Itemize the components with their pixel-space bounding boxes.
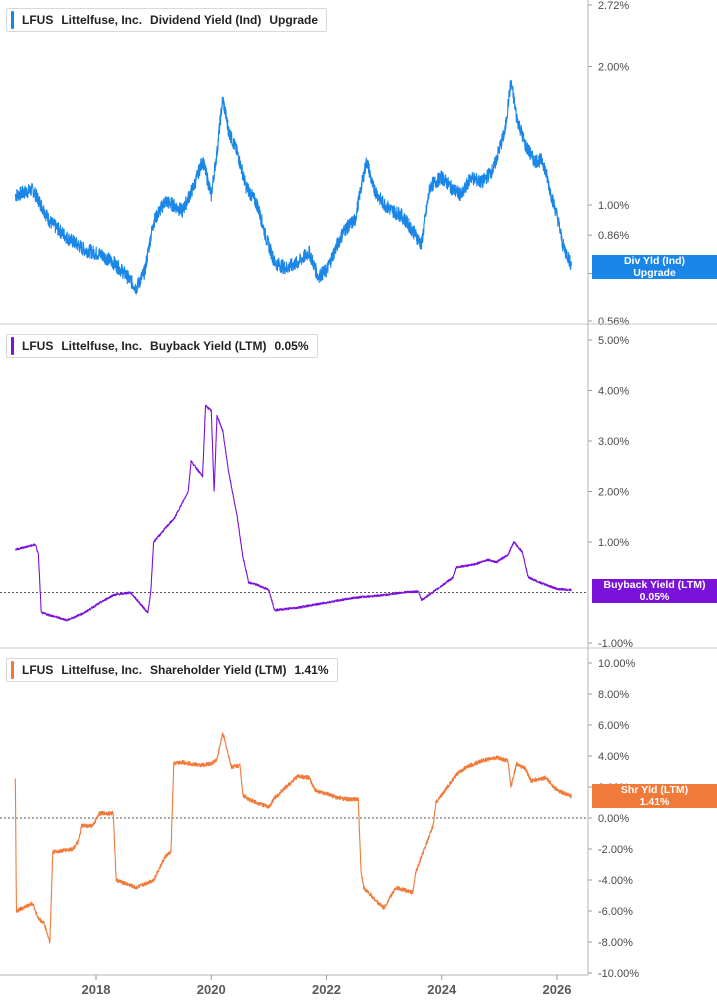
y-tick-label: -1.00%: [598, 638, 633, 650]
legend-ticker: LFUS: [22, 663, 54, 677]
x-tick-label: 2026: [543, 982, 572, 997]
y-tick-label: 0.00%: [598, 813, 629, 825]
legend-company: Littelfuse, Inc.: [61, 13, 143, 27]
y-tick-label: 0.86%: [598, 230, 629, 242]
legend-swatch: [11, 11, 14, 29]
legend-dividend-yield[interactable]: LFUS Littelfuse, Inc. Dividend Yield (In…: [6, 8, 328, 32]
y-tick-label: 4.00%: [598, 751, 629, 763]
legend-swatch: [11, 337, 14, 355]
flag-line1: Buyback Yield (LTM): [603, 579, 706, 591]
series-line-1: [14, 404, 572, 622]
y-tick-label: 10.00%: [598, 658, 636, 670]
y-tick-label: 2.00%: [598, 487, 629, 499]
y-tick-label: -6.00%: [598, 906, 633, 918]
flag-line2: 1.41%: [639, 795, 670, 808]
y-tick-label: 1.00%: [598, 537, 629, 549]
legend-ticker: LFUS: [22, 339, 54, 353]
legend-swatch: [11, 661, 14, 679]
flag-line2: 0.05%: [639, 590, 670, 603]
legend-value: 1.41%: [294, 663, 329, 677]
series-line-2: [14, 732, 572, 944]
x-tick-label: 2020: [197, 982, 226, 997]
flag-line1: Div Yld (Ind): [623, 255, 686, 267]
legend-value: Upgrade: [269, 13, 319, 27]
y-tick-label: 2.72%: [598, 0, 629, 12]
legend-value: 0.05%: [274, 339, 309, 353]
series-line-0: [14, 79, 572, 295]
y-tick-label: 0.56%: [598, 316, 629, 328]
flag-shareholder-yield: Shr Yld (LTM) 1.41%: [592, 784, 717, 808]
y-tick-label: 6.00%: [598, 720, 629, 732]
x-tick-label: 2022: [312, 982, 341, 997]
y-tick-label: 8.00%: [598, 689, 629, 701]
legend-company: Littelfuse, Inc.: [61, 663, 143, 677]
y-tick-label: 3.00%: [598, 436, 629, 448]
y-tick-label: -4.00%: [598, 875, 633, 887]
legend-metric: Shareholder Yield (LTM): [150, 663, 287, 677]
flag-dividend-yield: Div Yld (Ind) Upgrade: [592, 255, 717, 279]
flag-line2: Upgrade: [633, 266, 676, 279]
y-tick-label: 2.00%: [598, 61, 629, 73]
y-tick-label: -10.00%: [598, 968, 639, 980]
legend-metric: Dividend Yield (Ind): [150, 13, 262, 27]
legend-ticker: LFUS: [22, 13, 54, 27]
y-tick-label: 5.00%: [598, 335, 629, 347]
legend-shareholder-yield[interactable]: LFUS Littelfuse, Inc. Shareholder Yield …: [6, 658, 338, 682]
x-tick-label: 2024: [427, 982, 457, 997]
legend-company: Littelfuse, Inc.: [61, 339, 143, 353]
y-tick-label: 4.00%: [598, 386, 629, 398]
y-tick-label: -8.00%: [598, 937, 633, 949]
legend-metric: Buyback Yield (LTM): [150, 339, 267, 353]
panel-2: 10.00%8.00%6.00%4.00%2.00%0.00%-2.00%-4.…: [0, 658, 639, 980]
panel-1: 5.00% 4.00% 3.00% 2.00% 1.00% -1.00%: [0, 335, 717, 650]
flag-line1: Shr Yld (LTM): [620, 784, 689, 796]
x-tick-label: 2018: [82, 982, 111, 997]
legend-buyback-yield[interactable]: LFUS Littelfuse, Inc. Buyback Yield (LTM…: [6, 334, 318, 358]
y-tick-label: 1.00%: [598, 200, 629, 212]
flag-buyback-yield: Buyback Yield (LTM) 0.05%: [592, 579, 717, 603]
y-tick-label: -2.00%: [598, 844, 633, 856]
